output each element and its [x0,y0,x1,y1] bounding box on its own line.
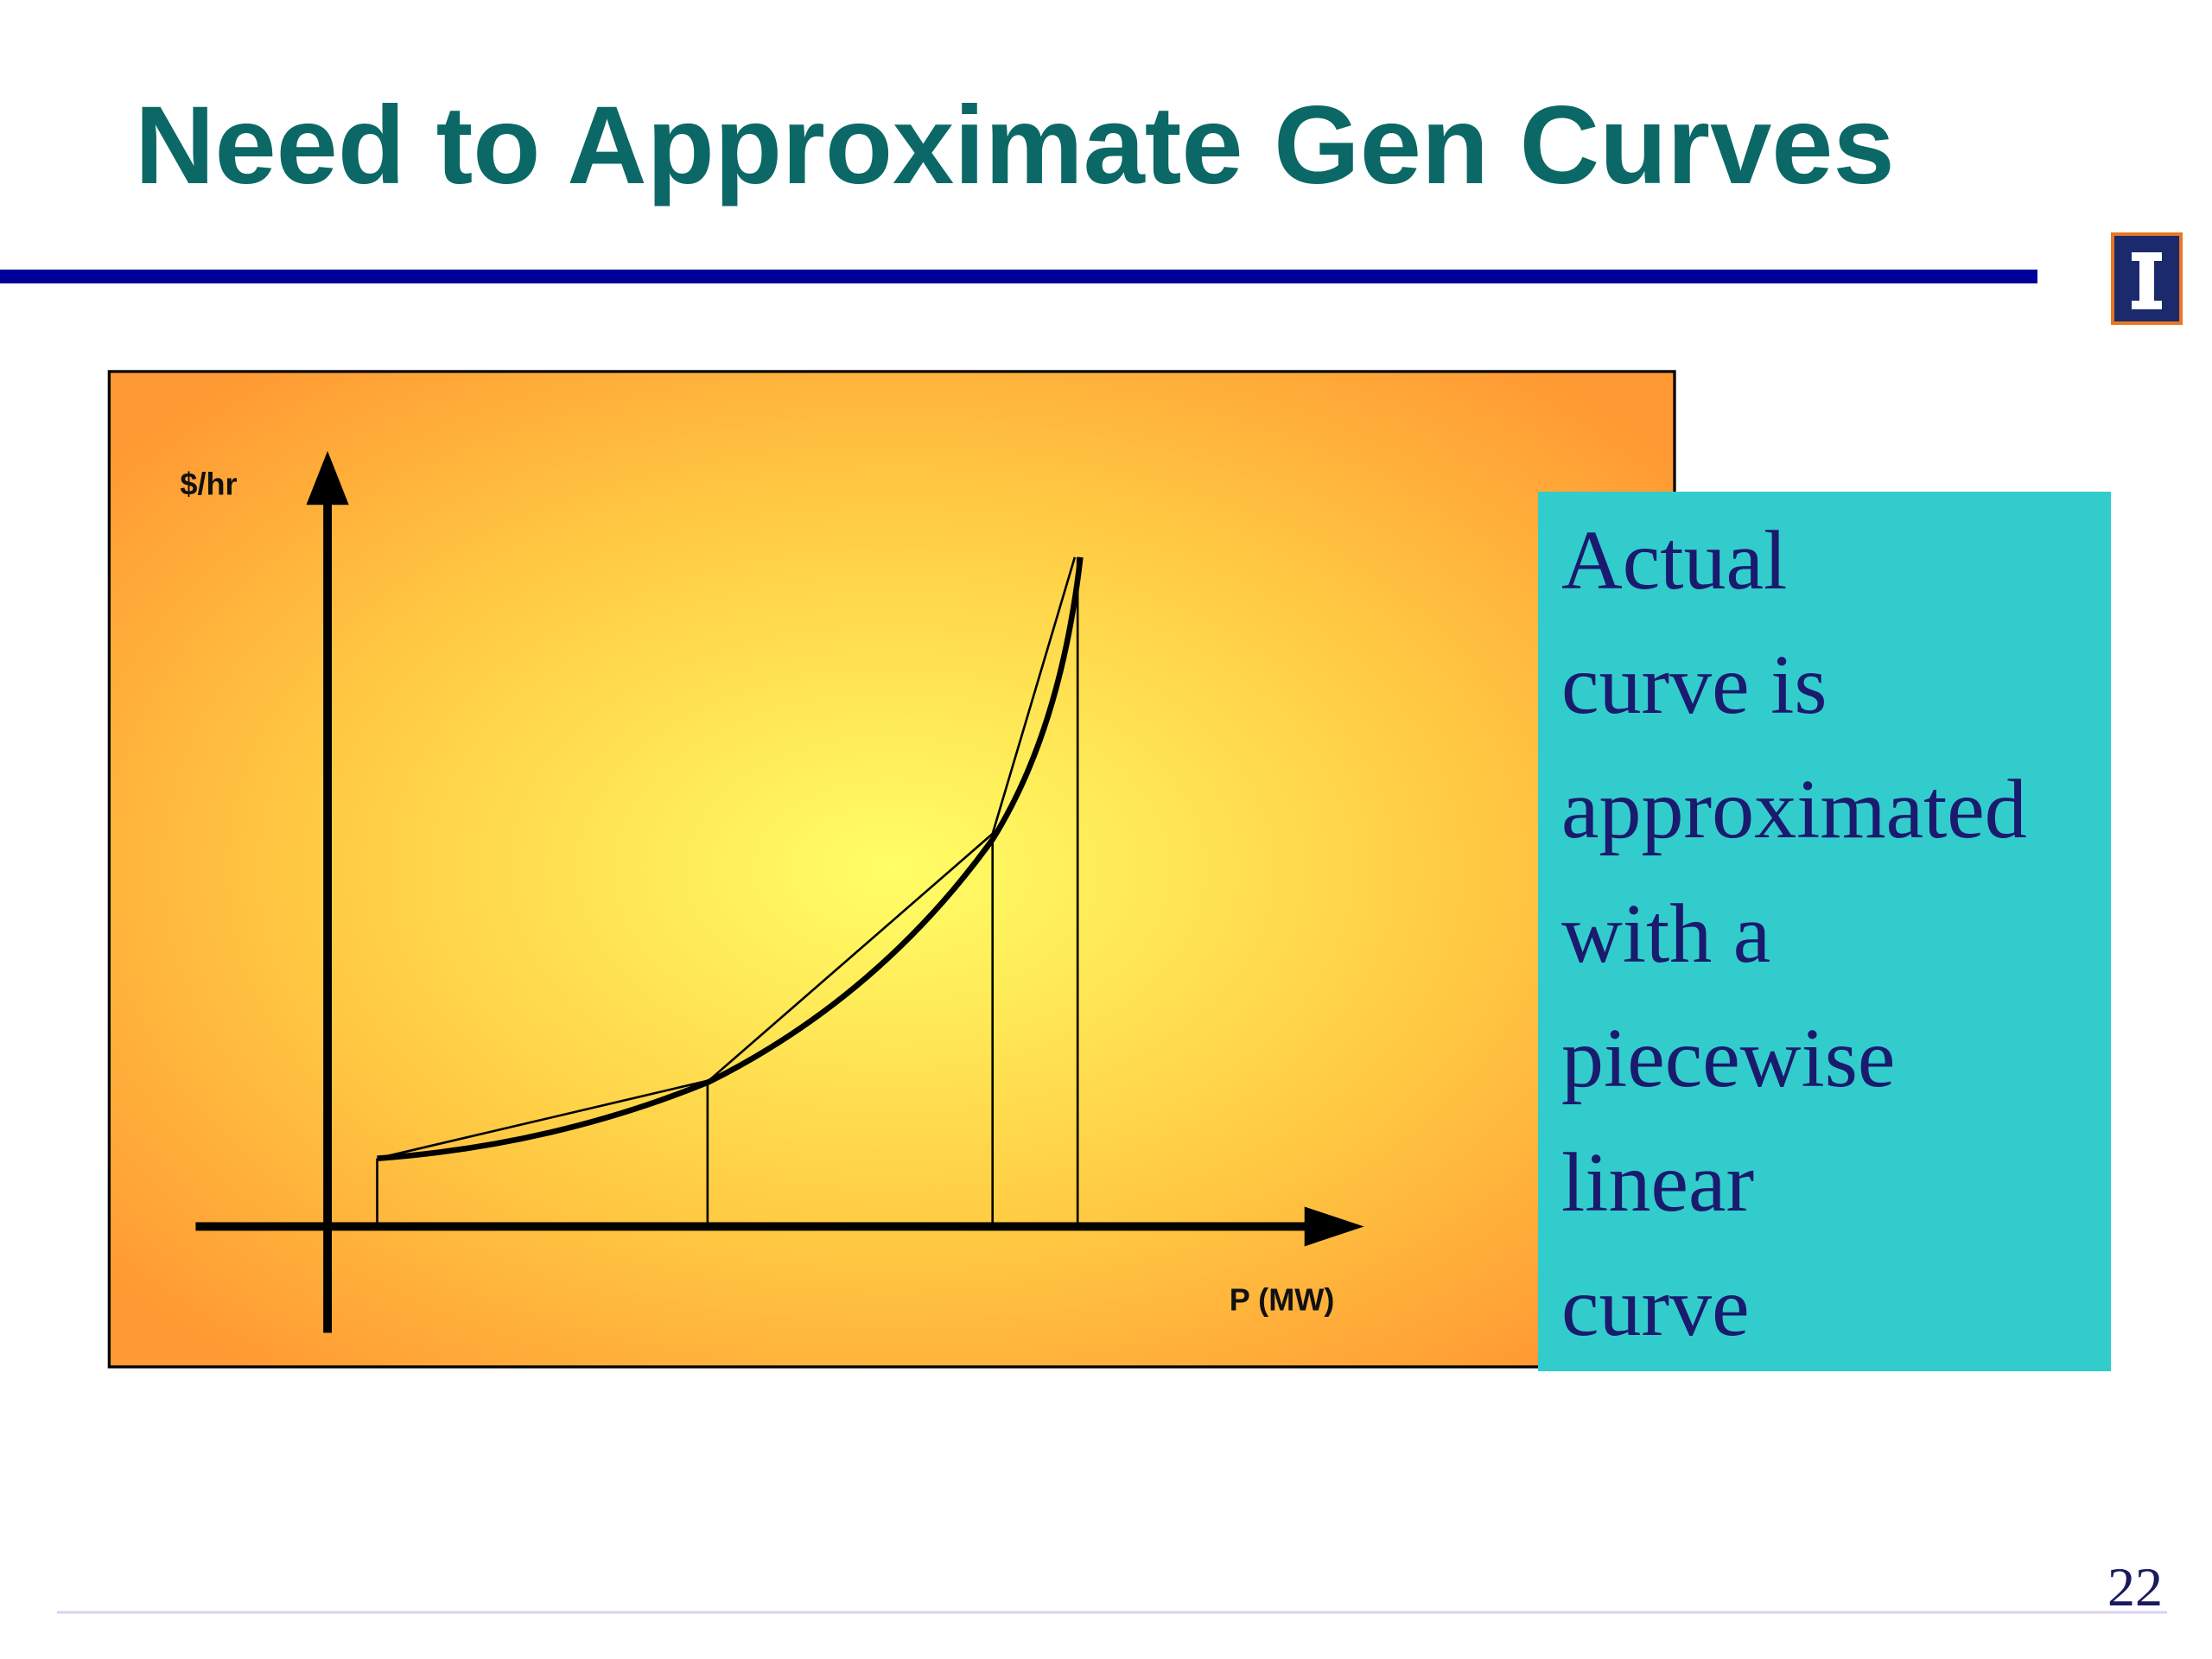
y-axis-label: $/hr [180,467,237,502]
actual-curve [377,556,1084,1161]
callout-line: approximated [1561,763,2027,856]
callout-line: with a [1561,887,1770,981]
callout-text: Actual curve is approximated with a piecewis… [1561,514,2027,1354]
title-rule [0,270,2037,283]
y-axis-arrow [306,450,349,505]
slide-title: Need to Approximate Gen Curves [135,84,1895,207]
piecewise-linear-curve [377,556,1077,1160]
callout-line: curve [1561,1261,1750,1354]
diagram: $/hr P (MW) [107,370,1676,1369]
segment-verticals [376,556,1079,1227]
callout-line: curve is [1561,639,1827,732]
x-axis-arrow [1304,1206,1364,1247]
diagram-background [107,370,1676,1369]
callout-line: Actual [1561,514,1787,607]
callout-line: piecewise [1561,1012,1895,1105]
callout-line: linear [1561,1136,1754,1230]
page-number: 22 [2107,1556,2163,1618]
logo [2111,232,2183,325]
x-axis-label: P (MW) [1230,1281,1335,1317]
callout-box [1538,492,2111,1371]
